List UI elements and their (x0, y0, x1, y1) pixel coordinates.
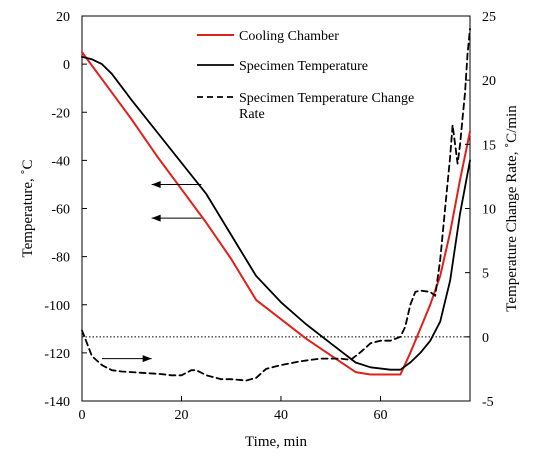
left-y-tick-label: -100 (44, 299, 70, 314)
left-y-axis-ticks: 20 0 -20 -40 -60 -80 -100 -120 -140 (44, 10, 87, 410)
legend-label-cooling-chamber: Cooling Chamber (239, 29, 339, 44)
legend-label-line-1: Specimen Temperature Change (239, 91, 414, 106)
x-tick-label: 20 (174, 408, 188, 423)
right-y-tick-label: 5 (482, 267, 489, 282)
legend-label-specimen-temperature: Specimen Temperature (239, 59, 368, 74)
annotation-arrows (101, 180, 202, 363)
left-y-tick-label: -60 (51, 203, 70, 218)
specimen-temperature-line (81, 56, 471, 371)
left-y-tick-label: -140 (44, 395, 70, 410)
left-y-axis-label: Temperature, ˚C (20, 159, 36, 257)
x-tick-label: 40 (274, 408, 288, 423)
right-y-tick-label: 25 (482, 10, 496, 25)
x-axis-label: Time, min (245, 434, 307, 450)
legend-label-line-2: Rate (239, 107, 265, 122)
right-y-tick-label: 10 (482, 203, 496, 218)
arrow-head (151, 180, 161, 188)
plot-area (81, 15, 471, 402)
left-y-tick-label: -20 (51, 106, 70, 121)
right-y-tick-label: 20 (482, 74, 496, 89)
right-y-axis-label: Temperature Change Rate, ˚C/min (504, 105, 520, 312)
right-y-tick-label: 15 (482, 138, 496, 153)
right-y-tick-label: -5 (482, 395, 494, 410)
left-y-tick-label: 0 (63, 58, 70, 73)
arrow-head (142, 355, 152, 363)
legend-label-specimen-temperature-change-rate: Specimen Temperature Change Rate (239, 91, 414, 122)
left-y-tick-label: -120 (44, 347, 70, 362)
x-tick-label: 0 (79, 408, 86, 423)
legend: Cooling Chamber Specimen Temperature Spe… (197, 29, 414, 122)
left-y-tick-label: -80 (51, 251, 70, 266)
x-axis-ticks: 0 20 40 60 (79, 396, 387, 423)
series-layer (81, 27, 471, 382)
specimen-temperature-change-rate-line (81, 27, 471, 382)
x-tick-label: 60 (373, 408, 387, 423)
left-y-tick-label: -40 (51, 154, 70, 169)
right-y-tick-label: 0 (482, 331, 489, 346)
right-y-axis-ticks: 25 20 15 10 5 0 -5 (465, 10, 496, 410)
left-y-tick-label: 20 (56, 10, 70, 25)
arrow-head (151, 214, 161, 222)
